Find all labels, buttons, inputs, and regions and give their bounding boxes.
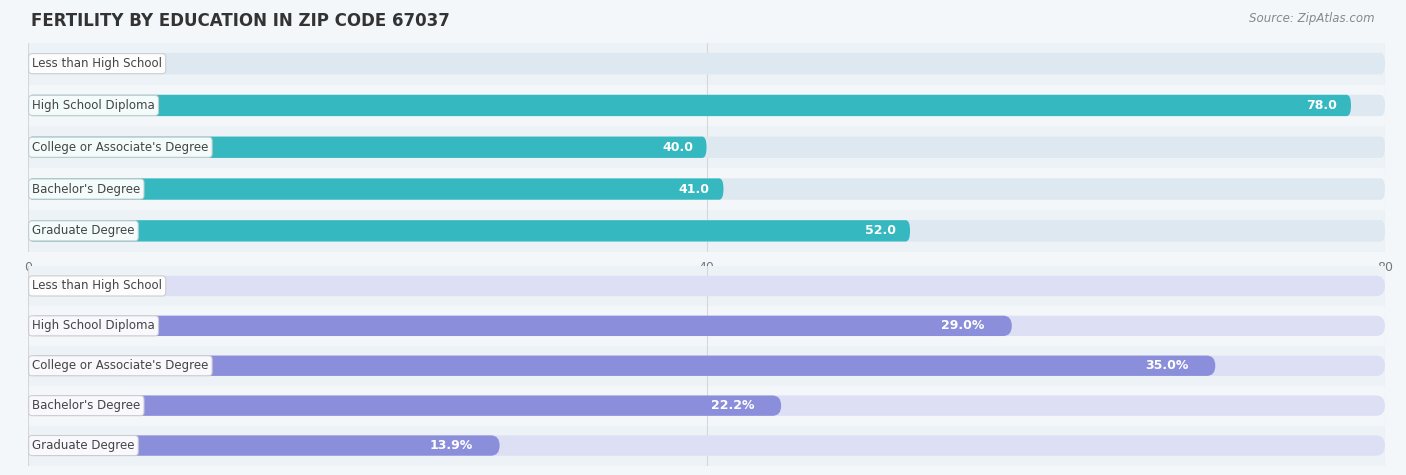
FancyBboxPatch shape xyxy=(28,179,1385,200)
Bar xyxy=(28,306,1385,346)
Text: College or Associate's Degree: College or Associate's Degree xyxy=(32,359,208,372)
FancyBboxPatch shape xyxy=(28,53,1385,74)
Text: 0.0: 0.0 xyxy=(45,57,66,70)
FancyBboxPatch shape xyxy=(28,356,1215,376)
Bar xyxy=(28,210,1385,252)
Text: 40.0: 40.0 xyxy=(662,141,693,154)
FancyBboxPatch shape xyxy=(28,396,782,416)
Bar xyxy=(28,43,1385,85)
FancyBboxPatch shape xyxy=(28,396,1385,416)
Text: Less than High School: Less than High School xyxy=(32,279,162,293)
FancyBboxPatch shape xyxy=(28,137,1385,158)
Text: Graduate Degree: Graduate Degree xyxy=(32,224,135,238)
Text: High School Diploma: High School Diploma xyxy=(32,319,155,332)
Text: Graduate Degree: Graduate Degree xyxy=(32,439,135,452)
Text: 22.2%: 22.2% xyxy=(710,399,754,412)
FancyBboxPatch shape xyxy=(28,95,1351,116)
FancyBboxPatch shape xyxy=(28,95,1385,116)
FancyBboxPatch shape xyxy=(28,356,1385,376)
Text: 41.0: 41.0 xyxy=(679,182,710,196)
Text: 13.9%: 13.9% xyxy=(429,439,472,452)
FancyBboxPatch shape xyxy=(28,220,1385,241)
FancyBboxPatch shape xyxy=(28,436,1385,456)
Text: 78.0: 78.0 xyxy=(1306,99,1337,112)
Bar xyxy=(28,168,1385,210)
Text: Less than High School: Less than High School xyxy=(32,57,162,70)
Text: 35.0%: 35.0% xyxy=(1144,359,1188,372)
Text: High School Diploma: High School Diploma xyxy=(32,99,155,112)
Text: 52.0: 52.0 xyxy=(866,224,897,238)
FancyBboxPatch shape xyxy=(28,179,724,200)
FancyBboxPatch shape xyxy=(28,137,707,158)
Bar xyxy=(28,126,1385,168)
FancyBboxPatch shape xyxy=(28,436,499,456)
Bar xyxy=(28,85,1385,126)
Bar xyxy=(28,386,1385,426)
Text: College or Associate's Degree: College or Associate's Degree xyxy=(32,141,208,154)
Bar xyxy=(28,266,1385,306)
FancyBboxPatch shape xyxy=(28,316,1012,336)
Text: FERTILITY BY EDUCATION IN ZIP CODE 67037: FERTILITY BY EDUCATION IN ZIP CODE 67037 xyxy=(31,12,450,30)
Text: Bachelor's Degree: Bachelor's Degree xyxy=(32,182,141,196)
Text: Bachelor's Degree: Bachelor's Degree xyxy=(32,399,141,412)
FancyBboxPatch shape xyxy=(28,220,910,241)
FancyBboxPatch shape xyxy=(28,316,1385,336)
Bar xyxy=(28,426,1385,466)
Text: 0.0%: 0.0% xyxy=(45,279,79,293)
Text: 29.0%: 29.0% xyxy=(941,319,984,332)
FancyBboxPatch shape xyxy=(28,276,1385,296)
Text: Source: ZipAtlas.com: Source: ZipAtlas.com xyxy=(1250,12,1375,25)
Bar xyxy=(28,346,1385,386)
